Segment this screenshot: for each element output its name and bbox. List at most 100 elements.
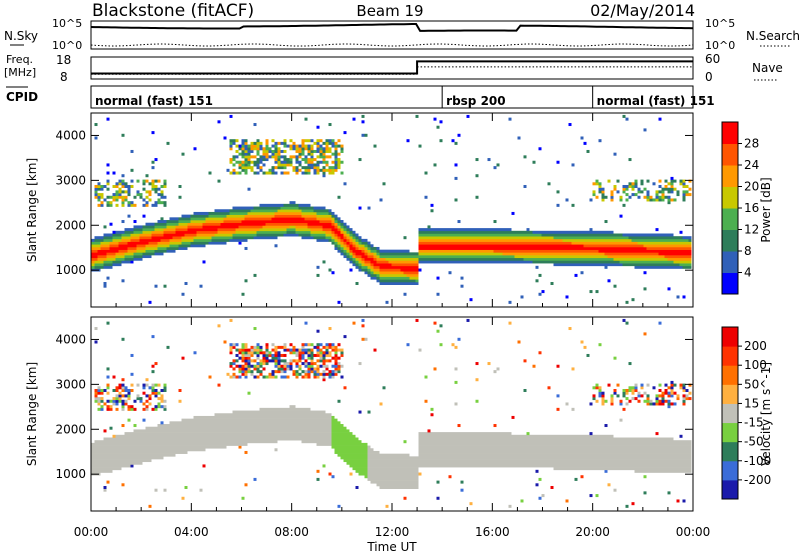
power-cell	[532, 233, 536, 237]
velocity-cell	[133, 437, 137, 441]
velocity-cell	[307, 413, 311, 417]
power-cell	[187, 236, 191, 240]
power-cell	[208, 211, 212, 215]
power-cell	[538, 241, 542, 245]
power-cell	[346, 233, 350, 237]
power-cell	[262, 206, 266, 210]
power-cell	[256, 228, 260, 232]
power-cell	[559, 260, 563, 264]
nave-tick-top: 60	[705, 52, 720, 66]
velocity-cell	[106, 399, 110, 403]
velocity-cell	[217, 421, 221, 425]
velocity-cell	[307, 437, 311, 441]
power-cell	[328, 228, 332, 232]
velocity-cell	[259, 359, 263, 363]
velocity-cell	[133, 456, 137, 460]
velocity-cell	[340, 429, 344, 433]
velocity-cell	[358, 472, 362, 476]
power-cell	[292, 220, 296, 224]
power-cell	[334, 220, 338, 224]
power-cell	[313, 149, 317, 153]
power-cell	[340, 252, 344, 256]
velocity-cell	[331, 356, 335, 360]
power-cell	[211, 225, 215, 229]
velocity-cell	[352, 445, 356, 449]
power-cell	[508, 236, 512, 240]
power-cell	[307, 166, 311, 170]
power-cell	[130, 228, 134, 232]
power-cell	[298, 220, 302, 224]
velocity-cell	[121, 450, 125, 454]
power-cell	[295, 203, 299, 207]
power-cell	[580, 241, 584, 245]
power-cell	[622, 255, 626, 259]
velocity-cell	[97, 464, 101, 468]
power-cell	[130, 244, 134, 248]
velocity-cell	[244, 367, 248, 371]
velocity-cell	[217, 426, 221, 430]
velocity-cell	[169, 442, 173, 446]
velocity-cell	[343, 453, 347, 457]
power-cell	[484, 255, 488, 259]
velocity-cell	[328, 442, 332, 446]
velocity-cell	[223, 437, 227, 441]
power-cell	[265, 171, 269, 175]
power-cell	[484, 249, 488, 253]
velocity-cell	[217, 432, 221, 436]
velocity-cell	[160, 429, 164, 433]
velocity-cell	[103, 402, 107, 406]
velocity-cell	[103, 440, 107, 444]
power-cell	[295, 155, 299, 159]
power-cell	[169, 236, 173, 240]
power-cell	[100, 255, 104, 259]
power-cell	[229, 233, 233, 237]
power-cell	[667, 198, 671, 202]
power-cell	[532, 241, 536, 245]
velocity-cell	[337, 453, 341, 457]
power-cell	[160, 228, 164, 232]
power-cell	[385, 260, 389, 264]
power-cell	[556, 257, 560, 261]
velocity-cell	[127, 394, 131, 398]
beam-title: Beam 19	[356, 2, 423, 20]
power-cell	[445, 238, 449, 242]
power-cell	[436, 260, 440, 264]
power-cell	[298, 211, 302, 215]
power-cell	[250, 217, 254, 221]
velocity-cell	[316, 359, 320, 363]
velocity-cell	[217, 424, 221, 428]
power-cell	[394, 281, 398, 285]
velocity-cell	[277, 429, 281, 433]
velocity-cell	[298, 434, 302, 438]
power-cell	[142, 214, 146, 218]
power-cell	[550, 236, 554, 240]
velocity-cell	[316, 415, 320, 419]
power-cell	[652, 198, 656, 202]
velocity-cell	[307, 410, 311, 414]
power-cell	[571, 233, 575, 237]
velocity-cell	[217, 324, 221, 328]
power-cell	[643, 233, 647, 237]
power-cell	[598, 184, 602, 188]
power-cell	[358, 257, 362, 261]
power-cell	[556, 244, 560, 248]
power-cell	[331, 241, 335, 245]
power-cell	[196, 217, 200, 221]
power-cell	[328, 217, 332, 221]
power-cell	[322, 217, 326, 221]
power-cell	[409, 263, 413, 267]
power-cell	[505, 241, 509, 245]
power-cell	[469, 255, 473, 259]
power-cell	[667, 287, 671, 291]
power-cell	[433, 244, 437, 248]
power-cell	[433, 228, 437, 232]
power-cell	[388, 249, 392, 253]
velocity-cell	[232, 343, 236, 347]
power-cell	[385, 281, 389, 285]
velocity-cell	[127, 445, 131, 449]
power-cell	[685, 260, 689, 264]
power-cell	[568, 246, 572, 250]
velocity-cell	[91, 469, 95, 473]
power-cell	[580, 263, 584, 267]
power-cell	[97, 252, 101, 256]
